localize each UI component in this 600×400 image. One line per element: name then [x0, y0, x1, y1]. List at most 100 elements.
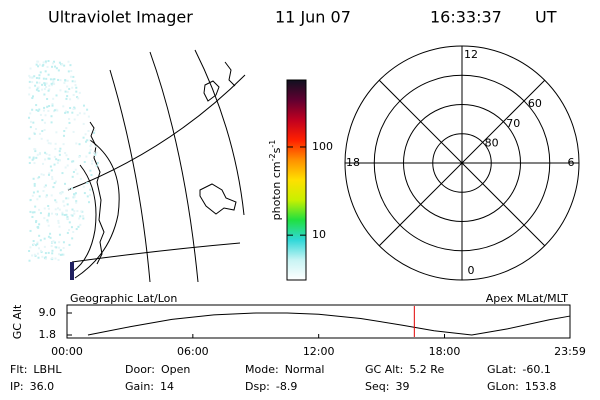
pixel	[61, 211, 64, 214]
pixel	[35, 109, 38, 112]
pixel	[87, 115, 90, 118]
pixel	[69, 64, 72, 67]
pixel	[51, 178, 54, 181]
pixel	[72, 196, 75, 199]
status-label: Gain:	[125, 380, 154, 393]
pixel	[67, 187, 70, 190]
colorbar-tick-label: 100	[312, 140, 333, 153]
pixel	[73, 193, 76, 196]
pixel	[47, 251, 50, 254]
pixel	[39, 71, 42, 74]
pixel	[61, 172, 64, 175]
pixel	[65, 197, 68, 200]
pixel	[66, 216, 69, 219]
pixel	[44, 257, 47, 260]
pixel	[62, 247, 65, 250]
pixel	[61, 253, 64, 256]
pixel	[44, 61, 47, 64]
pixel	[41, 255, 44, 258]
pixel	[66, 231, 69, 234]
pixel	[57, 207, 60, 210]
pixel	[42, 77, 45, 80]
x-tick-label: 12:00	[303, 345, 335, 358]
pixel	[55, 67, 58, 70]
pixel	[78, 155, 81, 158]
pixel	[65, 127, 68, 130]
pixel	[38, 77, 41, 80]
pixel	[95, 151, 98, 154]
pixel	[57, 78, 60, 81]
pixel	[42, 162, 45, 165]
pixel	[33, 211, 36, 214]
y-tick-label: 9.0	[39, 306, 57, 319]
pixel	[72, 130, 75, 133]
pixel	[52, 78, 55, 81]
pixel	[86, 139, 89, 142]
pixel	[44, 184, 47, 187]
pixel	[64, 79, 67, 82]
pixel	[85, 140, 88, 143]
pixel	[62, 134, 65, 137]
status-value: 153.8	[525, 380, 557, 393]
pixel	[49, 232, 52, 235]
lat-label: 70	[506, 117, 520, 130]
pixel	[29, 67, 32, 70]
pixel	[54, 241, 57, 244]
pixel	[35, 156, 38, 159]
pixel	[69, 98, 72, 101]
pixel	[94, 153, 97, 156]
pixel	[32, 177, 35, 180]
pixel	[29, 198, 32, 201]
pixel	[89, 169, 92, 172]
pixel	[57, 69, 60, 72]
pixel	[73, 195, 76, 198]
pixel	[28, 259, 31, 262]
colorbar-tick-label: 10	[312, 228, 326, 241]
status-value: -60.1	[522, 363, 550, 376]
pixel	[57, 159, 60, 162]
pixel	[28, 156, 31, 159]
pixel	[43, 93, 46, 96]
pixel	[55, 158, 58, 161]
pixel	[37, 60, 40, 63]
status-field: Door: Open	[125, 363, 190, 376]
status-field: Seq: 39	[365, 380, 409, 393]
pixel	[39, 239, 42, 242]
status-field: GC Alt: 5.2 Re	[365, 363, 444, 376]
pixel	[35, 88, 38, 91]
pixel	[69, 107, 72, 110]
pixel	[50, 84, 53, 87]
pixel	[42, 63, 45, 66]
pixel	[64, 90, 67, 93]
map-edge	[70, 262, 74, 280]
pixel	[91, 159, 94, 162]
pixel	[43, 245, 46, 248]
pixel	[79, 177, 82, 180]
pixel	[41, 119, 44, 122]
pixel	[82, 136, 85, 139]
pixel	[70, 187, 73, 190]
pixel	[60, 192, 63, 195]
pixel	[78, 217, 81, 220]
pixel	[30, 76, 33, 79]
pixel	[67, 197, 70, 200]
pixel	[42, 173, 45, 176]
pixel	[35, 63, 38, 66]
pixel	[28, 116, 31, 119]
pixel	[94, 145, 97, 148]
pixel	[75, 90, 78, 93]
pixel	[79, 215, 82, 218]
pixel	[43, 185, 46, 188]
pixel	[31, 95, 34, 98]
pixel	[54, 208, 57, 211]
pixel	[50, 245, 53, 248]
pixel	[50, 212, 53, 215]
pixel	[86, 195, 89, 198]
status-label: GLon:	[487, 380, 519, 393]
pixel	[51, 65, 54, 68]
pixel	[40, 137, 43, 140]
pixel	[61, 213, 64, 216]
pixel	[44, 256, 47, 259]
pixel	[48, 84, 51, 87]
pixel	[82, 104, 85, 107]
